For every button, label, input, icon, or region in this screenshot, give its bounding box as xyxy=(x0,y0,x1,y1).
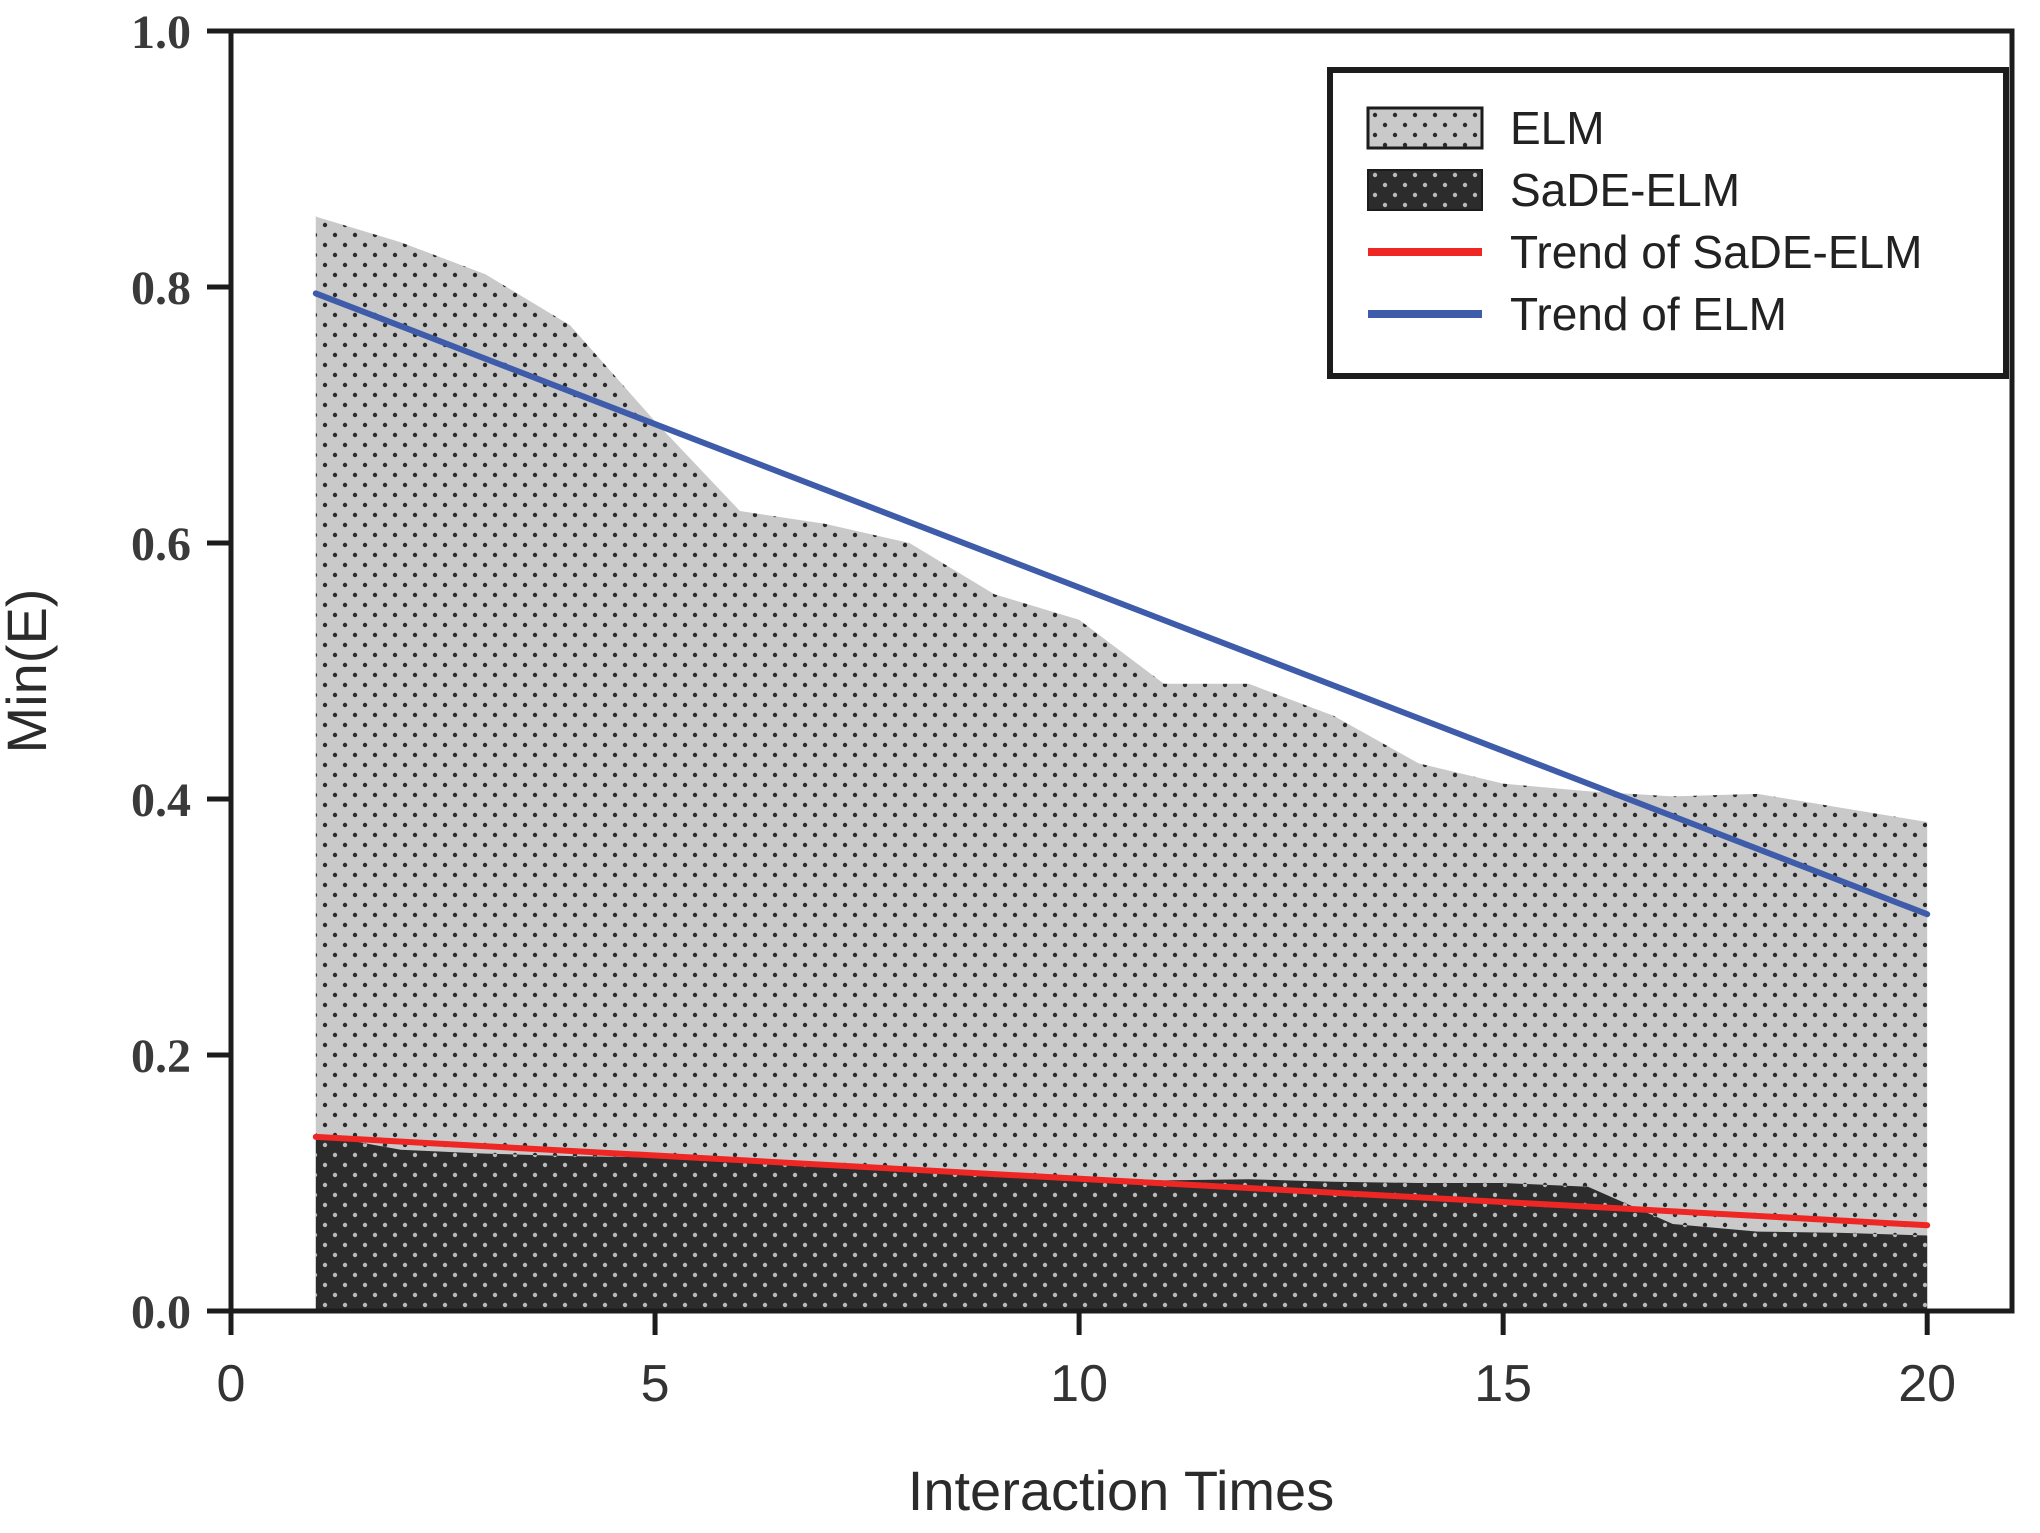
legend-label-trend-sade-elm: Trend of SaDE-ELM xyxy=(1510,226,1922,278)
legend-swatch-elm xyxy=(1366,106,1484,150)
area-series-group xyxy=(315,216,1928,1312)
y-axis-title: Min(E) xyxy=(0,589,58,754)
area-sade-elm xyxy=(315,1134,1928,1311)
area-elm xyxy=(315,216,1928,1312)
trend-line-trend-of-elm xyxy=(312,290,1931,918)
legend-swatch-sade-elm xyxy=(1367,169,1483,211)
trend-lines-group xyxy=(312,290,1931,1229)
legend: ELM SaDE-ELM Trend of SaDE-ELM Trend of … xyxy=(1327,67,2009,379)
y-tick-label: 1.0 xyxy=(131,6,191,59)
ticks-group xyxy=(207,28,1930,1335)
legend-label-elm: ELM xyxy=(1510,102,1605,154)
legend-label-trend-elm: Trend of ELM xyxy=(1510,288,1787,340)
x-tick-label: 5 xyxy=(641,1355,670,1413)
x-tick-label: 15 xyxy=(1474,1355,1532,1413)
y-tick-label: 0.0 xyxy=(131,1286,191,1339)
x-tick-label: 0 xyxy=(217,1355,246,1413)
y-tick-label: 0.2 xyxy=(131,1030,191,1083)
x-tick-label: 20 xyxy=(1898,1355,1956,1413)
y-tick-label: 0.8 xyxy=(131,262,191,315)
trend-line-trend-of-sade-elm xyxy=(312,1133,1931,1229)
axes-group xyxy=(228,28,2015,1314)
legend-label-sade-elm: SaDE-ELM xyxy=(1510,164,1740,216)
y-tick-label: 0.6 xyxy=(131,518,191,571)
y-tick-label: 0.4 xyxy=(131,774,191,827)
plot-frame xyxy=(228,28,2015,1314)
x-axis-title: Interaction Times xyxy=(908,1459,1334,1522)
x-tick-label: 10 xyxy=(1050,1355,1108,1413)
tick-labels-group: 0 5 10 15 20 0.0 0.2 0.4 0.6 0.8 1.0 xyxy=(131,6,1956,1413)
